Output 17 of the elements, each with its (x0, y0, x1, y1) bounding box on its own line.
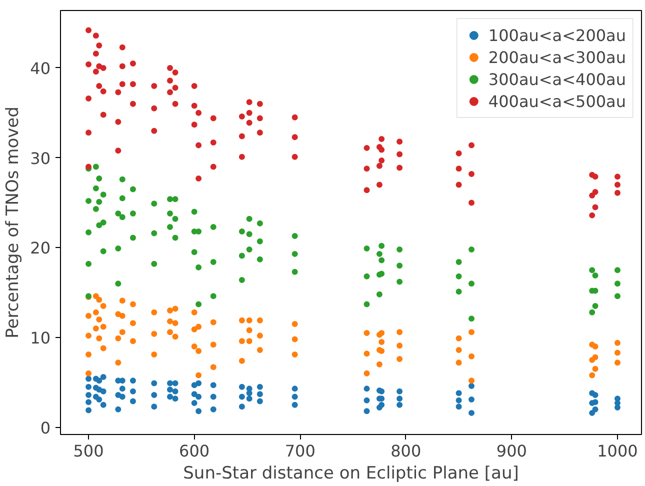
x-tick-label: 700 (284, 442, 316, 460)
legend-label: 400au<a<500au (488, 92, 626, 110)
y-tick-label: 0 (40, 418, 51, 438)
legend-label: 200au<a<300au (488, 48, 626, 66)
x-tick-label: 900 (496, 442, 527, 460)
y-tick-label: 10 (30, 328, 50, 348)
x-tick-label: 500 (73, 442, 104, 460)
x-tick-label: 1000 (597, 442, 638, 460)
y-axis-title: Percentage of TNOs moved (3, 106, 24, 338)
legend-label: 300au<a<400au (488, 70, 626, 88)
legend-label: 100au<a<200au (488, 26, 626, 44)
y-tick-label: 40 (30, 58, 50, 78)
y-tick-label: 20 (30, 238, 50, 258)
x-axis-title: Sun-Star distance on Ecliptic Plane [au] (183, 464, 519, 484)
x-tick-label: 800 (390, 442, 422, 460)
x-tick-label: 600 (179, 442, 210, 460)
y-tick-label: 30 (30, 148, 50, 168)
